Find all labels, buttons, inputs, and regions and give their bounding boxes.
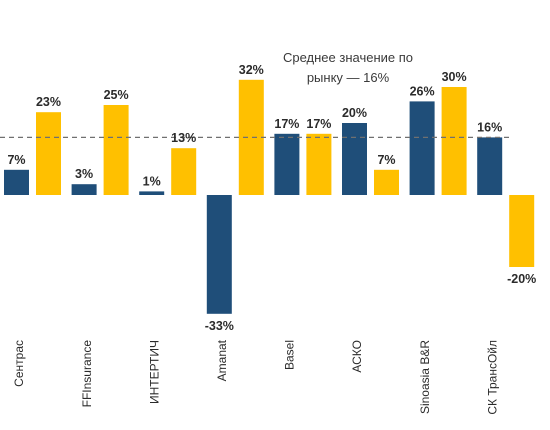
value-label-yellow-5: 7%: [377, 153, 395, 167]
bar-yellow-7: [509, 195, 535, 267]
bar-blue-1: [71, 184, 97, 195]
value-label-blue-6: 26%: [410, 84, 435, 98]
category-label-7: СК ТрансОйл: [485, 340, 499, 415]
bar-yellow-3: [238, 79, 264, 195]
bar-yellow-5: [374, 169, 399, 195]
bar-yellow-0: [36, 112, 61, 195]
value-label-yellow-6: 30%: [442, 70, 467, 84]
category-label-3: Amanat: [215, 339, 229, 381]
annotation-line-1: рынку — 16%: [307, 70, 390, 85]
bar-blue-3: [206, 195, 232, 314]
category-label-5: АСКО: [350, 340, 364, 373]
annotation-line-0: Среднее значение по: [283, 50, 413, 65]
category-label-0: Сентрас: [12, 340, 26, 387]
value-labels-group: 7% 23% 3% 25% 1% 13% -33% 32% 17% 17% 20% 7% 26% 30% 1…: [7, 63, 536, 333]
bar-yellow-1: [103, 105, 129, 195]
value-label-yellow-1: 25%: [104, 88, 129, 102]
value-label-yellow-2: 13%: [171, 131, 196, 145]
bars-group: [4, 79, 535, 314]
category-label-1: FFInsurance: [80, 340, 94, 408]
value-label-yellow-4: 17%: [306, 117, 331, 131]
value-label-yellow-0: 23%: [36, 95, 61, 109]
bar-yellow-6: [441, 87, 467, 195]
category-label-6: Sinoasia B&R: [418, 340, 432, 414]
bar-blue-0: [4, 169, 29, 195]
value-label-blue-7: 16%: [477, 120, 502, 134]
value-label-blue-5: 20%: [342, 106, 367, 120]
bar-yellow-4: [306, 133, 332, 195]
value-label-blue-0: 7%: [7, 153, 25, 167]
bar-blue-5: [342, 123, 367, 195]
category-labels-group: Сентрас FFInsurance ИНТЕРТИЧ Amanat Basel АСК…: [12, 339, 499, 414]
bar-blue-6: [409, 101, 435, 195]
value-label-blue-4: 17%: [274, 117, 299, 131]
bar-blue-4: [274, 133, 300, 195]
value-label-blue-3: -33%: [205, 319, 234, 333]
bar-yellow-2: [171, 148, 197, 195]
value-label-yellow-3: 32%: [239, 63, 264, 77]
bar-blue-7: [477, 137, 503, 195]
category-label-2: ИНТЕРТИЧ: [147, 340, 161, 404]
bar-blue-2: [139, 191, 165, 195]
value-label-blue-2: 1%: [143, 174, 161, 188]
category-label-4: Basel: [283, 340, 297, 370]
value-label-yellow-7: -20%: [507, 272, 536, 286]
market-average-annotation: Среднее значение по рынку — 16%: [283, 50, 413, 85]
value-label-blue-1: 3%: [75, 167, 93, 181]
